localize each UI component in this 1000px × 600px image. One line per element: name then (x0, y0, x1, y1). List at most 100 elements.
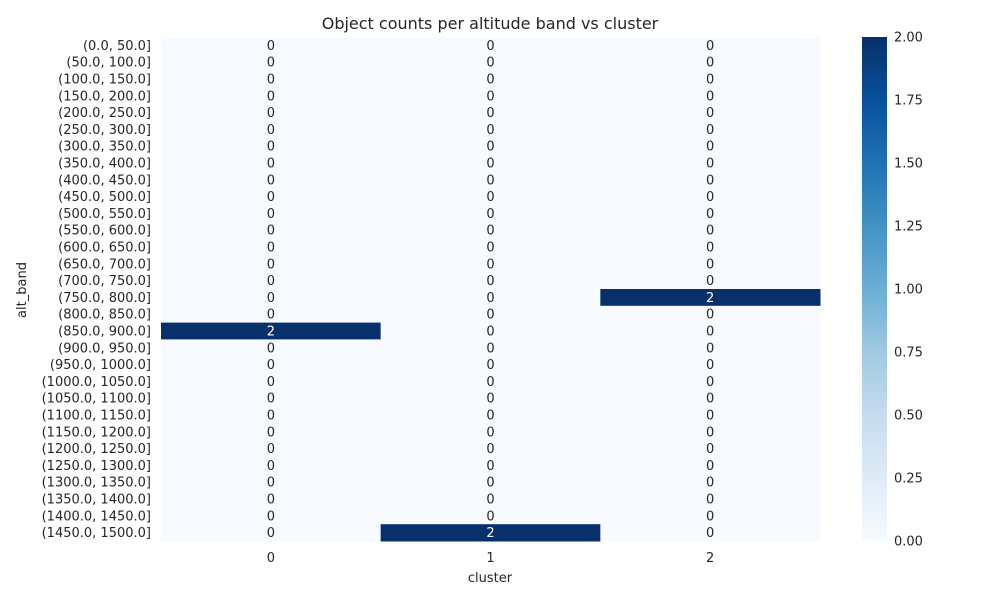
heatmap-cell (161, 507, 382, 525)
cell-value-label: 0 (267, 173, 275, 188)
heatmap-cell (600, 389, 821, 408)
colorbar-tick-label: 1.00 (894, 283, 923, 298)
cell-value-label: 0 (706, 526, 714, 541)
cell-value-label: 0 (486, 140, 494, 155)
cell-value-label: 0 (706, 409, 714, 424)
heatmap-cell (161, 121, 382, 139)
cell-value-label: 0 (706, 106, 714, 121)
cell-value-label: 0 (706, 358, 714, 373)
cell-value-label: 0 (267, 425, 275, 440)
heatmap-cell (380, 87, 601, 105)
cell-value-label: 0 (486, 392, 494, 407)
heatmap-cell (380, 473, 601, 492)
heatmap-cell (380, 70, 601, 88)
heatmap-cell (380, 389, 601, 408)
colorbar-tick-label: 1.25 (894, 220, 923, 235)
cell-value-label: 0 (486, 341, 494, 356)
y-tick-label: (100.0, 150.0] (58, 73, 151, 88)
heatmap-cell (600, 356, 821, 374)
heatmap-cell (600, 53, 821, 72)
y-tick-label: (950.0, 1000.0] (50, 358, 151, 373)
y-tick-label: (150.0, 200.0] (58, 89, 151, 104)
heatmap-cell (600, 238, 821, 256)
cell-value-label: 0 (706, 392, 714, 407)
heatmap-cell (600, 322, 821, 340)
colorbar-tick-label: 0.75 (894, 346, 923, 361)
heatmap-cell (380, 37, 601, 55)
cell-value-label: 0 (486, 442, 494, 457)
cell-value-label: 0 (486, 308, 494, 323)
cell-value-label: 0 (706, 157, 714, 172)
cell-value-label: 0 (267, 509, 275, 524)
heatmap-cell (600, 87, 821, 105)
y-axis-label: alt_band (15, 262, 30, 318)
cell-value-label: 0 (486, 325, 494, 340)
cell-value-label: 2 (267, 325, 275, 340)
heatmap-cell (600, 255, 821, 273)
y-tick-label: (800.0, 850.0] (58, 308, 151, 323)
cell-value-label: 0 (486, 173, 494, 188)
heatmap-cell (600, 171, 821, 189)
x-tick-label: 2 (706, 551, 714, 566)
y-tick-label: (450.0, 500.0] (58, 190, 151, 205)
heatmap-cell (600, 154, 821, 172)
cell-value-label: 0 (706, 274, 714, 289)
heatmap-cell (600, 205, 821, 223)
cell-value-label: 0 (486, 224, 494, 239)
y-tick-label: (0.0, 50.0] (83, 39, 151, 54)
heatmap-cell (380, 440, 601, 458)
heatmap-cell (380, 238, 601, 256)
heatmap-cell (380, 171, 601, 189)
colorbar-tick-label: 1.75 (894, 94, 923, 109)
heatmap-cell (380, 356, 601, 374)
chart-title: Object counts per altitude band vs clust… (322, 14, 659, 33)
cell-value-label: 0 (267, 140, 275, 155)
x-axis-ticks: 0 1 2 (267, 551, 715, 566)
cell-value-label: 0 (706, 207, 714, 222)
cell-annotations: 0 0 00 0 00 0 00 0 00 0 00 0 00 0 00 0 00 0 00 0 00 0 00 0 00 0 00… (267, 39, 715, 541)
cell-value-label: 0 (706, 173, 714, 188)
cell-value-label: 0 (486, 375, 494, 390)
heatmap-cell (161, 53, 382, 72)
cell-value-label: 0 (267, 493, 275, 508)
cell-value-label: 0 (267, 73, 275, 88)
heatmap-cell (380, 104, 601, 122)
heatmap-cell (600, 440, 821, 458)
heatmap-cell (600, 221, 821, 240)
heatmap-cell (380, 406, 601, 424)
y-tick-label: (1250.0, 1300.0] (42, 459, 151, 474)
cell-value-label: 0 (706, 89, 714, 104)
cell-value-label: 0 (486, 459, 494, 474)
cell-value-label: 0 (486, 39, 494, 54)
heatmap-cell (161, 490, 382, 508)
heatmap-cell (380, 188, 601, 206)
cell-value-label: 0 (486, 358, 494, 373)
cell-value-label: 0 (486, 409, 494, 424)
heatmap-cell (380, 524, 601, 542)
heatmap-cell (380, 305, 601, 324)
y-tick-label: (1100.0, 1150.0] (42, 409, 151, 424)
y-tick-label: (1350.0, 1400.0] (42, 493, 151, 508)
heatmap-cell (380, 289, 601, 307)
heatmap-cell (161, 188, 382, 206)
heatmap-cell (161, 289, 382, 307)
heatmap-cell (161, 87, 382, 105)
cell-value-label: 0 (706, 476, 714, 491)
y-tick-label: (750.0, 800.0] (58, 291, 151, 306)
heatmap-cell (161, 238, 382, 256)
heatmap-cell (161, 255, 382, 273)
colorbar-tick-label: 0.00 (894, 535, 923, 550)
cell-value-label: 0 (706, 39, 714, 54)
heatmap-cell (161, 373, 382, 391)
colorbar-tick-label: 2.00 (894, 31, 923, 46)
colorbar (862, 37, 887, 541)
heatmap-cell (161, 322, 382, 340)
heatmap-cell (380, 121, 601, 139)
heatmap-cell (161, 37, 382, 55)
heatmap-cell (161, 389, 382, 408)
cell-value-label: 0 (267, 257, 275, 272)
cell-value-label: 0 (706, 257, 714, 272)
heatmap-cell (600, 423, 821, 441)
cell-value-label: 0 (706, 224, 714, 239)
